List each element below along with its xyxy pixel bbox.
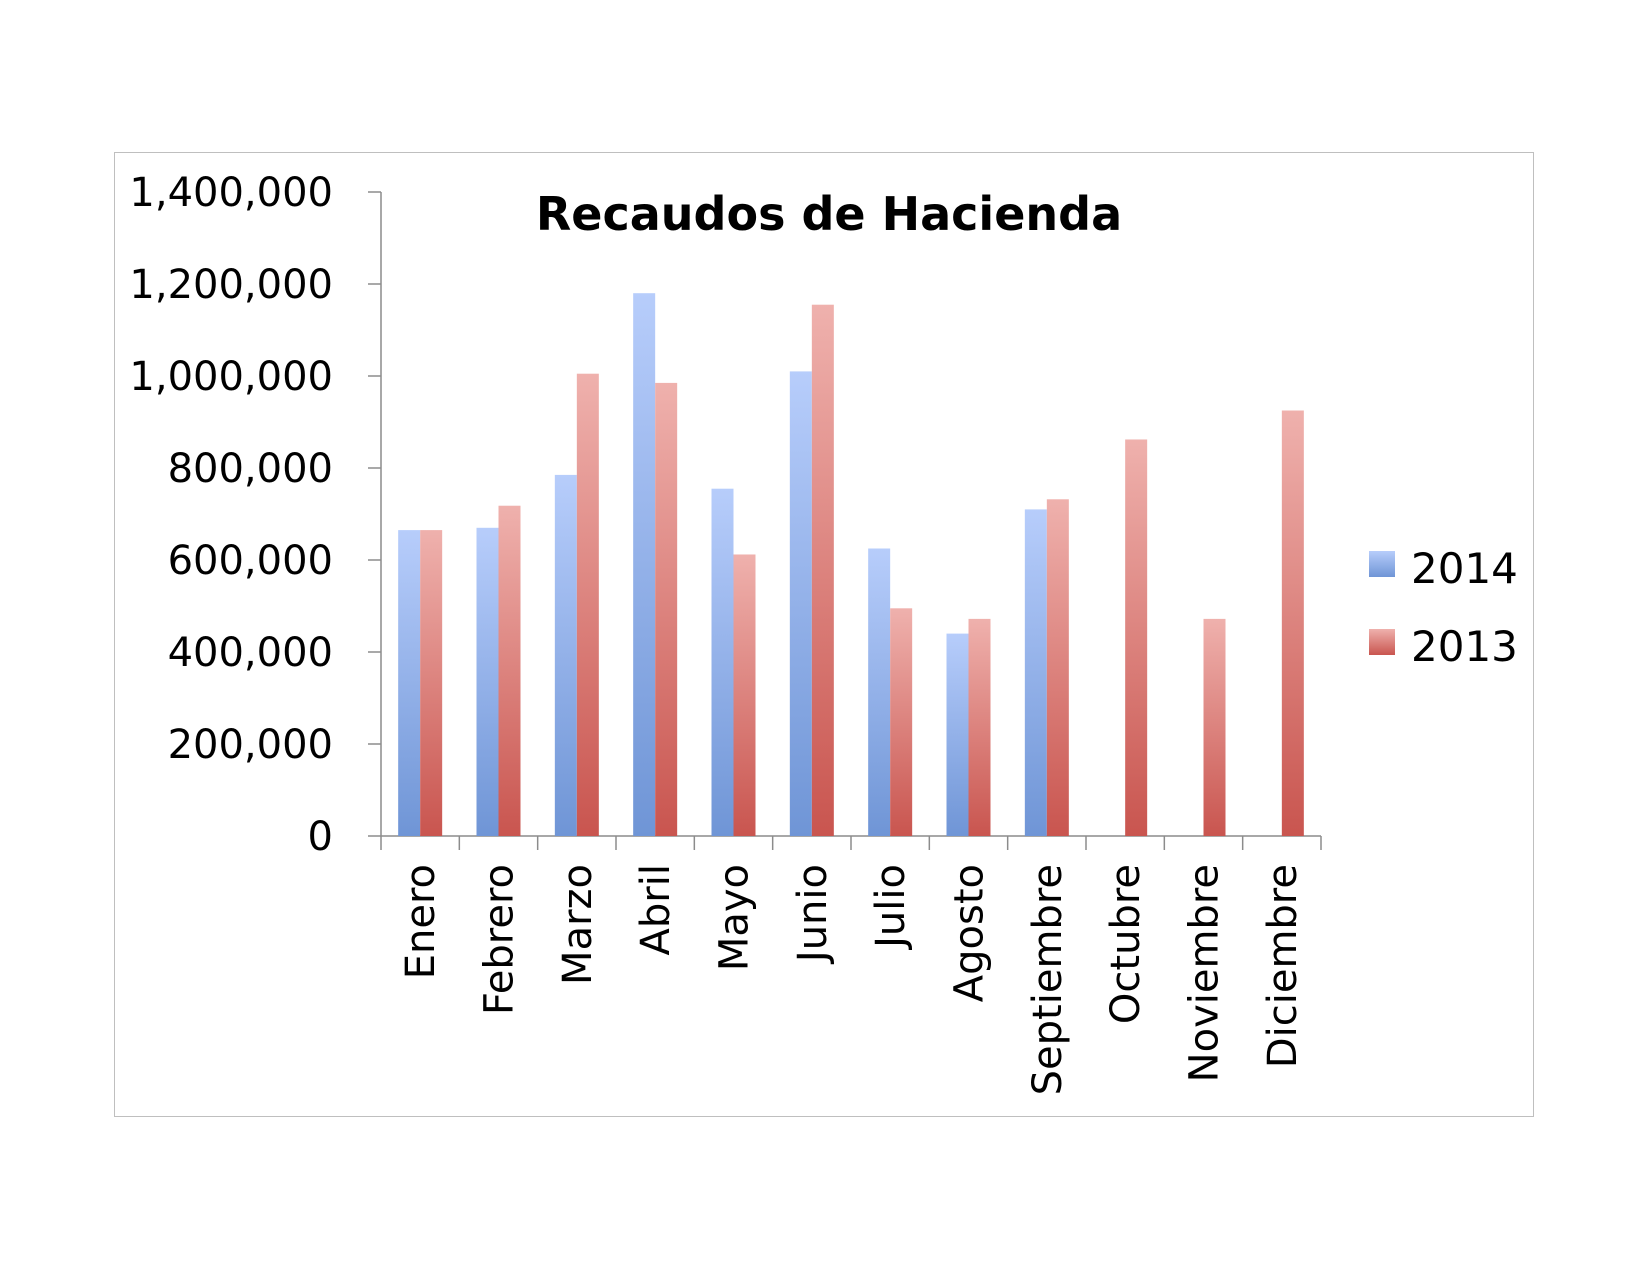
bar-2013-enero bbox=[420, 530, 443, 836]
x-tick-label: Enero bbox=[398, 864, 444, 979]
y-tick-label: 1,000,000 bbox=[129, 354, 333, 400]
bars bbox=[398, 293, 1304, 836]
y-axis: 0 200,000 400,000 600,000 800,000 1,000,000 1,… bbox=[129, 170, 382, 860]
x-tick-label: Noviembre bbox=[1182, 864, 1228, 1082]
chart-frame: Recaudos de Hacienda 0 200,000 400,000 600,… bbox=[114, 152, 1534, 1117]
bar-2013-febrero bbox=[498, 505, 521, 836]
y-tick-label: 600,000 bbox=[168, 538, 333, 584]
x-axis: Enero Febrero Marzo Abril Mayo Junio Julio Agos… bbox=[380, 835, 1322, 1095]
bar-2014-septiembre bbox=[1024, 509, 1047, 836]
x-tick-label: Julio bbox=[868, 864, 914, 951]
bar-2014-abril bbox=[633, 293, 656, 836]
legend-swatch-2013 bbox=[1369, 629, 1395, 655]
bar-2014-enero bbox=[398, 530, 421, 836]
legend-label-2014: 2014 bbox=[1411, 544, 1518, 593]
x-tick-label: Abril bbox=[633, 864, 679, 955]
chart-title: Recaudos de Hacienda bbox=[536, 187, 1122, 241]
y-tick-label: 0 bbox=[308, 814, 333, 860]
y-tick-label: 800,000 bbox=[168, 446, 333, 492]
bar-2013-mayo bbox=[733, 554, 756, 836]
x-tick-label: Diciembre bbox=[1260, 864, 1306, 1068]
x-tick-label: Octubre bbox=[1103, 864, 1149, 1024]
x-tick-label: Mayo bbox=[712, 864, 758, 971]
bar-2013-noviembre bbox=[1203, 618, 1226, 836]
y-tick-label: 200,000 bbox=[168, 722, 333, 768]
bar-2014-julio bbox=[868, 548, 891, 836]
bar-2013-agosto bbox=[968, 618, 991, 836]
bar-2014-febrero bbox=[476, 527, 499, 836]
x-tick-label: Marzo bbox=[555, 864, 601, 985]
bar-chart: Recaudos de Hacienda 0 200,000 400,000 600,… bbox=[129, 170, 1518, 1095]
bar-2013-octubre bbox=[1125, 439, 1148, 836]
bar-2013-junio bbox=[811, 304, 834, 836]
y-tick-label: 400,000 bbox=[168, 630, 333, 676]
bar-2014-mayo bbox=[711, 488, 734, 836]
legend: 2014 2013 bbox=[1369, 544, 1518, 671]
bar-2013-marzo bbox=[576, 373, 599, 836]
x-tick-label: Septiembre bbox=[1025, 864, 1071, 1095]
y-tick-label: 1,200,000 bbox=[129, 262, 333, 308]
y-tick-label: 1,400,000 bbox=[129, 170, 333, 216]
bar-2014-agosto bbox=[946, 633, 969, 836]
x-tick-label: Agosto bbox=[947, 864, 993, 1002]
bar-2014-marzo bbox=[554, 474, 577, 836]
x-tick-label: Junio bbox=[790, 864, 836, 965]
bar-2013-septiembre bbox=[1046, 499, 1069, 836]
x-tick-label: Febrero bbox=[477, 864, 523, 1015]
bar-2013-diciembre bbox=[1281, 410, 1304, 836]
bar-2013-julio bbox=[890, 608, 913, 836]
legend-swatch-2014 bbox=[1369, 551, 1395, 577]
legend-label-2013: 2013 bbox=[1411, 622, 1518, 671]
bar-2014-junio bbox=[789, 371, 812, 836]
bar-2013-abril bbox=[655, 382, 678, 836]
